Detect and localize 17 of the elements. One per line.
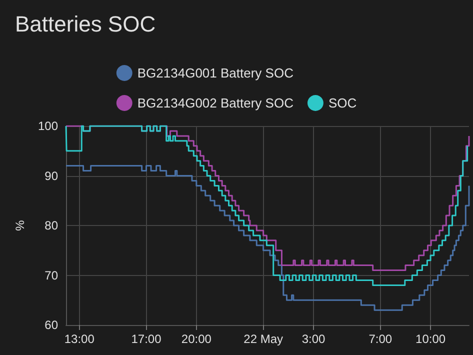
y-axis-title: % [13,220,27,231]
x-tick-label: 10:00 [416,332,446,346]
x-tick-label: 22 May [244,332,283,346]
legend-label: BG2134G001 Battery SOC [137,66,294,80]
y-tick-label: 90 [44,168,58,183]
y-tick-label: 80 [44,218,58,232]
x-tick-label: 17:00 [131,332,162,346]
legend-label: BG2134G002 Battery SOC [137,96,294,110]
chart-title: Batteries SOC [15,12,156,36]
y-tick-label: 70 [44,268,58,282]
legend-label: SOC [328,96,357,110]
x-tick-label: 7:00 [368,332,392,346]
x-tick-label: 13:00 [64,332,95,346]
y-tick-label: 60 [44,318,58,332]
x-tick-label: 20:00 [181,332,212,346]
x-tick-label: 3:00 [302,332,326,346]
y-tick-label: 100 [38,119,58,133]
